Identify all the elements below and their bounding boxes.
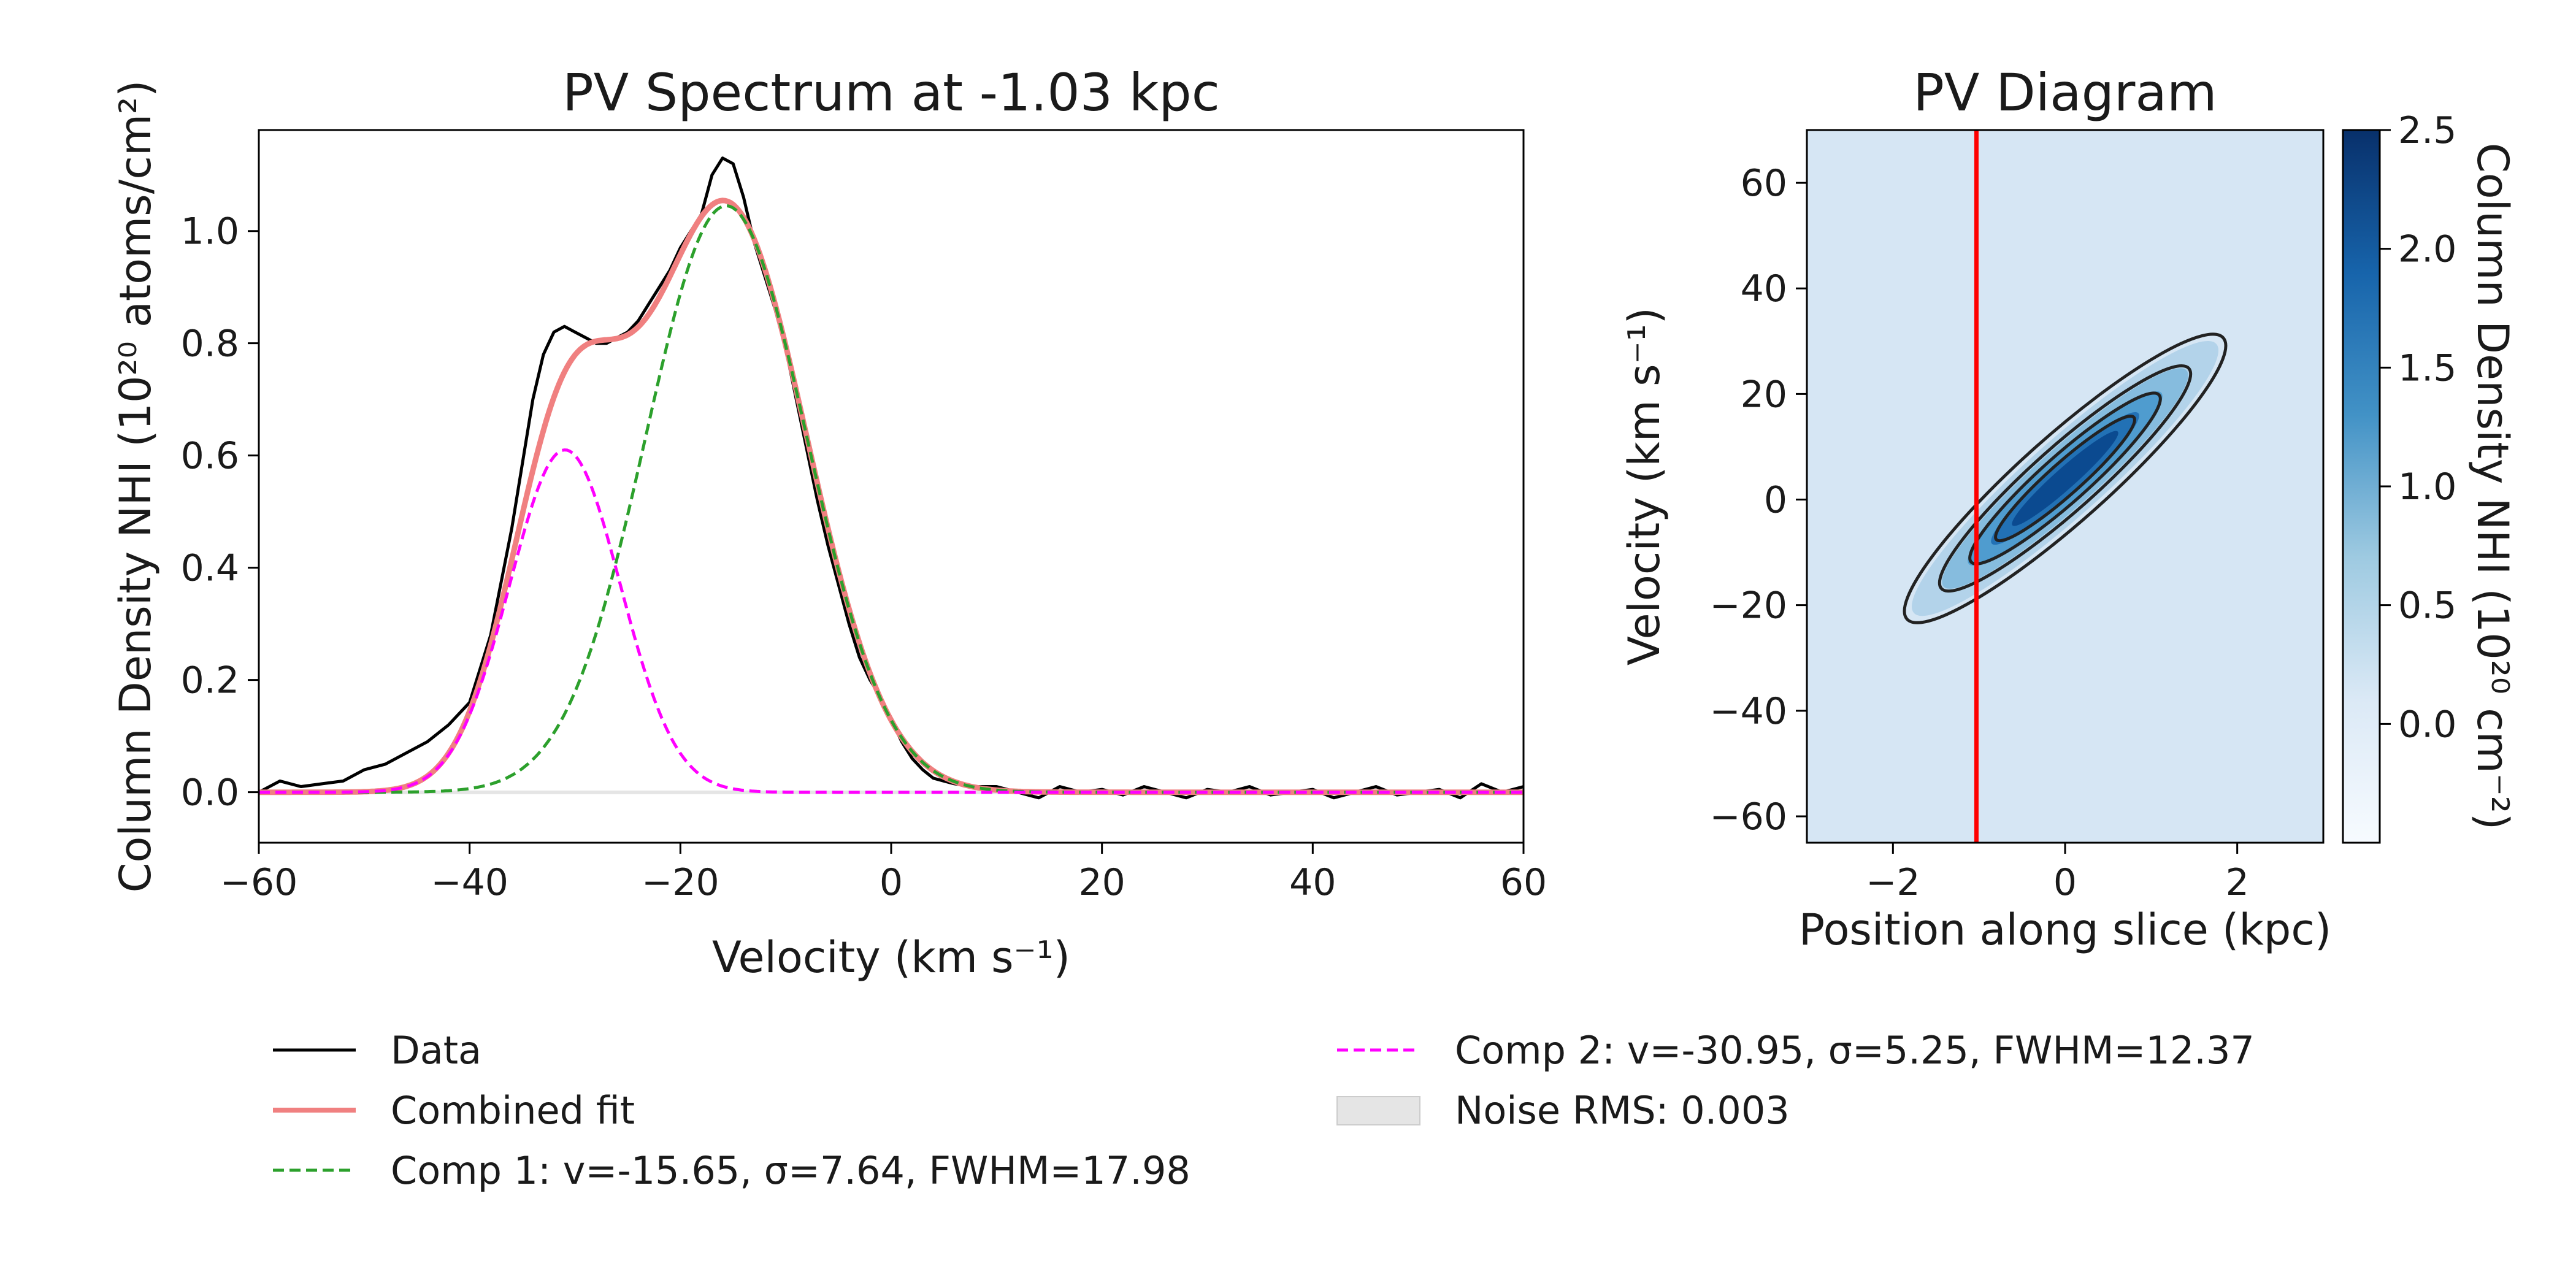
spectrum-plot-area xyxy=(259,156,1524,800)
pv-y-tick-label: −40 xyxy=(1709,690,1787,733)
spectrum-axes-frame xyxy=(258,129,1525,844)
spectrum-y-ticks: 0.0 0.2 0.4 0.6 0.8 1.0 xyxy=(181,210,259,815)
spectrum-x-tick-label: 20 xyxy=(1078,861,1125,904)
colorbar-tick-label: 1.0 xyxy=(2398,466,2456,508)
pv-contour-1 xyxy=(1938,364,2193,593)
colorbar-tick-label: 2.0 xyxy=(2398,228,2456,271)
spectrum-x-tick-label: 40 xyxy=(1289,861,1336,904)
colorbar-ticks: 0.0 0.5 1.0 1.5 2.0 2.5 xyxy=(2380,109,2456,746)
pv-x-ticks: −2 0 2 xyxy=(1866,843,2249,904)
spectrum-y-label: Column Density NHI (10²⁰ atoms/cm²) xyxy=(110,80,161,893)
pv-x-tick-label: −2 xyxy=(1866,861,1920,904)
pv-y-tick-label: 60 xyxy=(1741,162,1787,205)
pv-heatmap-area xyxy=(1807,130,2323,843)
spectrum-x-tick-label: 60 xyxy=(1500,861,1547,904)
spectrum-y-tick-label: 0.2 xyxy=(181,659,239,702)
pv-contour-0.5 xyxy=(1903,332,2228,624)
legend-swatch xyxy=(1336,1096,1420,1125)
spectrum-x-tick-label: −60 xyxy=(220,861,298,904)
legend-label: Combined fit xyxy=(391,1088,635,1133)
pv-y-tick-label: −20 xyxy=(1709,585,1787,627)
pv-y-label: Velocity (km s⁻¹) xyxy=(1619,307,1669,665)
colorbar-tick-label: 0.0 xyxy=(2398,703,2456,746)
spectrum-y-tick-label: 0.4 xyxy=(181,547,239,590)
colorbar-tick-label: 1.5 xyxy=(2398,347,2456,389)
spectrum-title: PV Spectrum at -1.03 kpc xyxy=(562,63,1220,123)
pv-density-layer xyxy=(2012,431,2118,526)
series-component-2 xyxy=(259,448,1524,794)
spectrum-legend: Data Combined fit Comp 1: v=-15.65, σ=7.64… xyxy=(273,1028,2255,1193)
spectrum-y-tick-label: 0.6 xyxy=(181,435,239,478)
pv-title: PV Diagram xyxy=(1913,63,2217,123)
series-data-line xyxy=(259,156,1524,800)
pv-y-ticks: −60 −40 −20 0 20 40 60 xyxy=(1709,162,1807,838)
series-component-1 xyxy=(259,204,1524,794)
colorbar-tick-label: 0.5 xyxy=(2398,585,2456,627)
spectrum-x-label: Velocity (km s⁻¹) xyxy=(712,932,1070,983)
pv-y-tick-label: 20 xyxy=(1741,373,1787,416)
legend-label: Noise RMS: 0.003 xyxy=(1455,1088,1790,1133)
series-combined-fit xyxy=(259,197,1524,795)
pv-x-tick-label: 0 xyxy=(2053,861,2077,904)
legend-label: Data xyxy=(391,1028,481,1073)
spectrum-x-tick-label: −40 xyxy=(431,861,508,904)
legend-label: Comp 1: v=-15.65, σ=7.64, FWHM=17.98 xyxy=(391,1148,1190,1193)
spectrum-x-tick-label: 0 xyxy=(880,861,903,904)
pv-x-tick-label: 2 xyxy=(2226,861,2249,904)
spectrum-x-tick-label: −20 xyxy=(642,861,719,904)
colorbar-label: Column Density NHI (10²⁰ cm⁻²) xyxy=(2467,143,2518,830)
pv-emission-ridge xyxy=(1903,332,2228,624)
pv-y-tick-label: −60 xyxy=(1709,795,1787,838)
legend-item: Comp 1: v=-15.65, σ=7.64, FWHM=17.98 xyxy=(273,1148,1190,1193)
spectrum-y-tick-label: 0.8 xyxy=(181,323,239,366)
spectrum-y-tick-label: 0.0 xyxy=(181,772,239,815)
pv-y-tick-label: 40 xyxy=(1741,267,1787,310)
legend-item: Comp 2: v=-30.95, σ=5.25, FWHM=12.37 xyxy=(1337,1028,2255,1073)
pv-x-label: Position along slice (kpc) xyxy=(1799,905,2331,955)
legend-label: Comp 2: v=-30.95, σ=5.25, FWHM=12.37 xyxy=(1455,1028,2255,1073)
spectrum-chart: PV Spectrum at -1.03 kpc −60 −40 −20 0 20 40 6… xyxy=(110,63,1547,983)
colorbar-tick-label: 2.5 xyxy=(2398,109,2456,152)
spectrum-y-tick-label: 1.0 xyxy=(181,210,239,253)
colorbar-gradient xyxy=(2343,130,2380,843)
pv-y-tick-label: 0 xyxy=(1764,479,1787,522)
pv-contour-1.5 xyxy=(1968,391,2162,565)
spectrum-x-ticks: −60 −40 −20 0 20 40 60 xyxy=(220,843,1547,904)
legend-item: Noise RMS: 0.003 xyxy=(1336,1088,1790,1133)
legend-item: Data xyxy=(273,1028,481,1073)
legend-item: Combined fit xyxy=(273,1088,635,1133)
pv-contour-2 xyxy=(1994,415,2136,543)
